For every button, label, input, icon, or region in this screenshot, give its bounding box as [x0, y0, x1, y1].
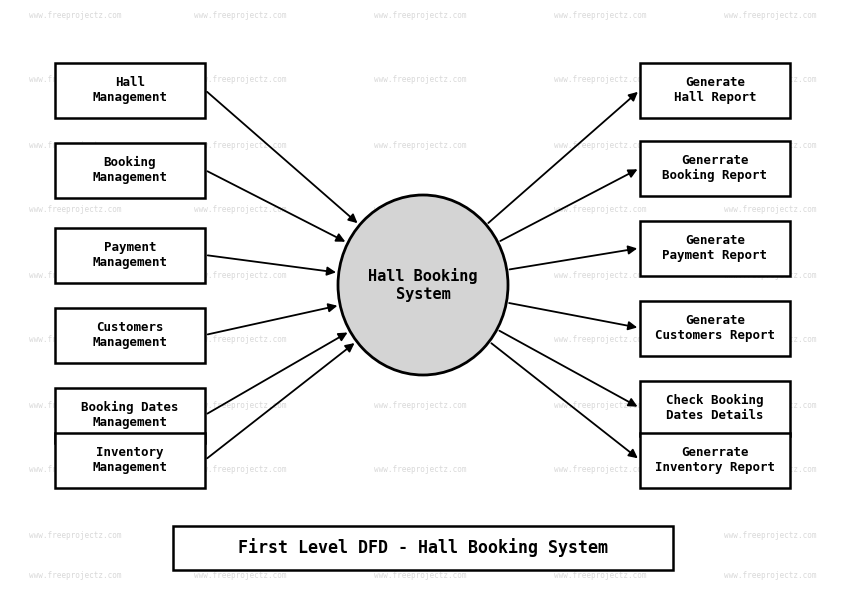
FancyBboxPatch shape [173, 526, 673, 570]
Text: www.freeprojectz.com: www.freeprojectz.com [374, 270, 466, 279]
Text: www.freeprojectz.com: www.freeprojectz.com [194, 466, 286, 474]
Text: www.freeprojectz.com: www.freeprojectz.com [723, 531, 816, 540]
Text: www.freeprojectz.com: www.freeprojectz.com [374, 11, 466, 20]
Text: www.freeprojectz.com: www.freeprojectz.com [374, 206, 466, 215]
Text: www.freeprojectz.com: www.freeprojectz.com [723, 270, 816, 279]
Text: Generate
Customers Report: Generate Customers Report [655, 314, 775, 342]
Text: www.freeprojectz.com: www.freeprojectz.com [194, 570, 286, 579]
Text: Booking Dates
Management: Booking Dates Management [81, 401, 179, 429]
FancyBboxPatch shape [55, 228, 205, 282]
Text: www.freeprojectz.com: www.freeprojectz.com [554, 141, 646, 149]
Text: Inventory
Management: Inventory Management [92, 446, 168, 474]
Text: Payment
Management: Payment Management [92, 241, 168, 269]
Text: www.freeprojectz.com: www.freeprojectz.com [194, 400, 286, 410]
Text: www.freeprojectz.com: www.freeprojectz.com [554, 75, 646, 84]
Text: www.freeprojectz.com: www.freeprojectz.com [374, 570, 466, 579]
Text: www.freeprojectz.com: www.freeprojectz.com [194, 270, 286, 279]
FancyBboxPatch shape [640, 381, 790, 435]
Text: Booking
Management: Booking Management [92, 156, 168, 184]
FancyBboxPatch shape [640, 221, 790, 276]
Text: www.freeprojectz.com: www.freeprojectz.com [554, 206, 646, 215]
Text: www.freeprojectz.com: www.freeprojectz.com [374, 466, 466, 474]
Text: www.freeprojectz.com: www.freeprojectz.com [29, 75, 121, 84]
Text: www.freeprojectz.com: www.freeprojectz.com [29, 570, 121, 579]
FancyBboxPatch shape [55, 387, 205, 442]
Text: www.freeprojectz.com: www.freeprojectz.com [29, 336, 121, 345]
FancyBboxPatch shape [640, 432, 790, 487]
Text: www.freeprojectz.com: www.freeprojectz.com [29, 206, 121, 215]
Text: www.freeprojectz.com: www.freeprojectz.com [723, 336, 816, 345]
Text: www.freeprojectz.com: www.freeprojectz.com [554, 466, 646, 474]
Text: Generate
Payment Report: Generate Payment Report [662, 234, 767, 262]
Text: Generrate
Inventory Report: Generrate Inventory Report [655, 446, 775, 474]
FancyBboxPatch shape [55, 62, 205, 117]
Text: www.freeprojectz.com: www.freeprojectz.com [29, 531, 121, 540]
Text: www.freeprojectz.com: www.freeprojectz.com [29, 11, 121, 20]
Text: www.freeprojectz.com: www.freeprojectz.com [723, 466, 816, 474]
Text: Hall
Management: Hall Management [92, 76, 168, 104]
FancyBboxPatch shape [55, 432, 205, 487]
Text: www.freeprojectz.com: www.freeprojectz.com [554, 336, 646, 345]
FancyBboxPatch shape [55, 308, 205, 362]
Text: www.freeprojectz.com: www.freeprojectz.com [723, 206, 816, 215]
FancyBboxPatch shape [640, 62, 790, 117]
Ellipse shape [338, 195, 508, 375]
Text: www.freeprojectz.com: www.freeprojectz.com [29, 466, 121, 474]
Text: www.freeprojectz.com: www.freeprojectz.com [374, 141, 466, 149]
Text: www.freeprojectz.com: www.freeprojectz.com [29, 400, 121, 410]
Text: www.freeprojectz.com: www.freeprojectz.com [194, 141, 286, 149]
Text: www.freeprojectz.com: www.freeprojectz.com [554, 570, 646, 579]
Text: Generrate
Booking Report: Generrate Booking Report [662, 154, 767, 182]
Text: www.freeprojectz.com: www.freeprojectz.com [194, 206, 286, 215]
Text: www.freeprojectz.com: www.freeprojectz.com [554, 11, 646, 20]
Text: First Level DFD - Hall Booking System: First Level DFD - Hall Booking System [238, 538, 608, 557]
Text: www.freeprojectz.com: www.freeprojectz.com [374, 75, 466, 84]
Text: www.freeprojectz.com: www.freeprojectz.com [554, 400, 646, 410]
Text: www.freeprojectz.com: www.freeprojectz.com [554, 531, 646, 540]
Text: www.freeprojectz.com: www.freeprojectz.com [723, 400, 816, 410]
Text: www.freeprojectz.com: www.freeprojectz.com [29, 270, 121, 279]
Text: www.freeprojectz.com: www.freeprojectz.com [194, 11, 286, 20]
Text: www.freeprojectz.com: www.freeprojectz.com [194, 531, 286, 540]
Text: www.freeprojectz.com: www.freeprojectz.com [194, 75, 286, 84]
Text: Check Booking
Dates Details: Check Booking Dates Details [667, 394, 764, 422]
Text: Customers
Management: Customers Management [92, 321, 168, 349]
FancyBboxPatch shape [640, 141, 790, 196]
Text: www.freeprojectz.com: www.freeprojectz.com [194, 336, 286, 345]
Text: www.freeprojectz.com: www.freeprojectz.com [374, 336, 466, 345]
Text: www.freeprojectz.com: www.freeprojectz.com [29, 141, 121, 149]
Text: www.freeprojectz.com: www.freeprojectz.com [374, 531, 466, 540]
Text: Generate
Hall Report: Generate Hall Report [673, 76, 756, 104]
Text: www.freeprojectz.com: www.freeprojectz.com [723, 75, 816, 84]
Text: www.freeprojectz.com: www.freeprojectz.com [723, 570, 816, 579]
Text: www.freeprojectz.com: www.freeprojectz.com [554, 270, 646, 279]
Text: www.freeprojectz.com: www.freeprojectz.com [723, 11, 816, 20]
FancyBboxPatch shape [55, 142, 205, 197]
FancyBboxPatch shape [640, 301, 790, 355]
Text: www.freeprojectz.com: www.freeprojectz.com [374, 400, 466, 410]
Text: Hall Booking
System: Hall Booking System [368, 268, 478, 302]
Text: www.freeprojectz.com: www.freeprojectz.com [723, 141, 816, 149]
